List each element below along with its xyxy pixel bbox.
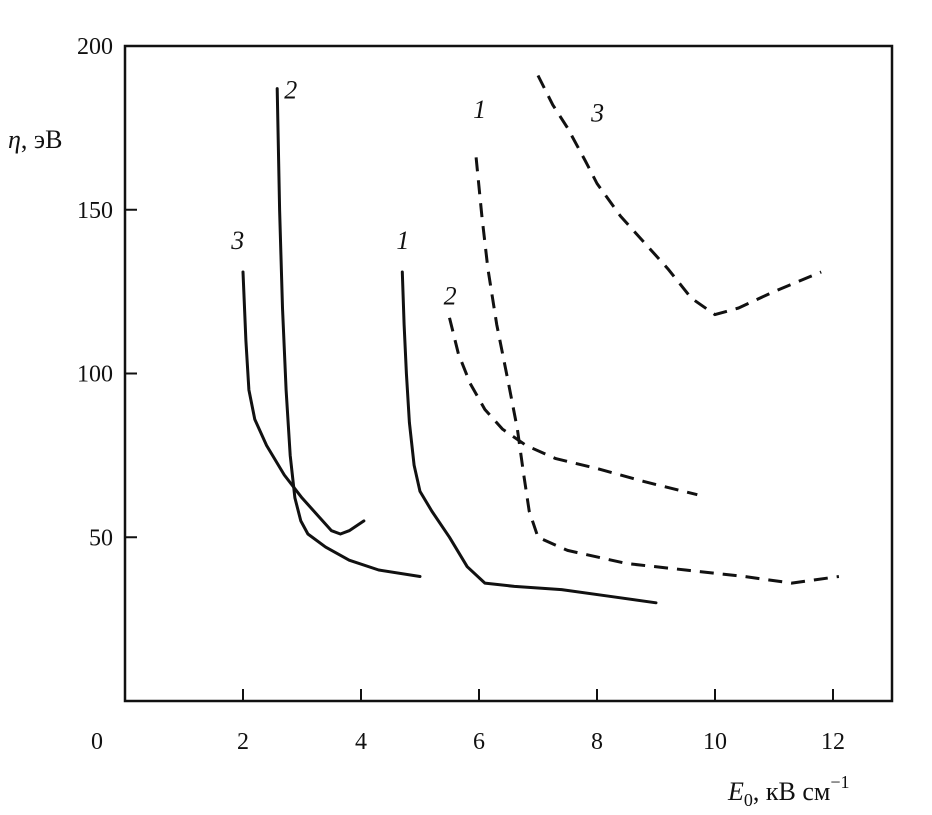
x-tick-label: 12	[821, 729, 845, 755]
x-tick-label: 6	[473, 729, 485, 755]
y-axis-title: η, эВ	[8, 125, 62, 154]
x-tick-label: 10	[703, 729, 727, 755]
series-line-dashed-2	[448, 317, 698, 497]
x-axis-title-symbol: E	[727, 777, 744, 806]
series-line-dashed-3	[536, 74, 822, 317]
x-axis-title: E0, кВ см−1	[727, 772, 850, 810]
x-axis-title-superscript: −1	[830, 772, 849, 792]
x-tick-label: 8	[591, 729, 603, 755]
x-axis-title-unit: , кВ см	[753, 777, 830, 806]
series-label-solid-2: 2	[284, 75, 297, 104]
y-tick-label: 150	[77, 198, 113, 224]
x-tick-label: 2	[237, 729, 249, 755]
series-line-solid-3	[241, 270, 366, 536]
series-label-dashed-3: 3	[590, 98, 604, 127]
series-label-solid-3: 3	[230, 226, 244, 255]
x-tick-label: 0	[91, 729, 103, 755]
x-tick-label: 4	[355, 729, 367, 755]
series-label-dashed-1: 1	[473, 95, 486, 124]
series-label-solid-1: 1	[396, 226, 409, 255]
x-axis-title-subscript: 0	[744, 790, 753, 810]
y-tick-label: 200	[77, 34, 113, 60]
series-label-dashed-2: 2	[444, 282, 457, 311]
series-line-dashed-1	[474, 157, 840, 585]
y-tick-label: 50	[89, 525, 113, 551]
y-axis-title-symbol: η	[8, 125, 21, 154]
y-axis-ticks: 50 100 150 200	[77, 34, 137, 551]
series-line-solid-1	[400, 270, 658, 605]
y-tick-label: 100	[77, 362, 113, 388]
y-axis-title-unit: , эВ	[21, 125, 63, 154]
curve-labels: 3 2 1 1 2 3	[230, 75, 604, 310]
x-axis-ticks: 0 2 4 6 8 10 12	[91, 689, 845, 755]
series-line-solid-2	[275, 87, 422, 578]
series-layer	[241, 74, 840, 605]
plot-frame	[123, 44, 894, 703]
